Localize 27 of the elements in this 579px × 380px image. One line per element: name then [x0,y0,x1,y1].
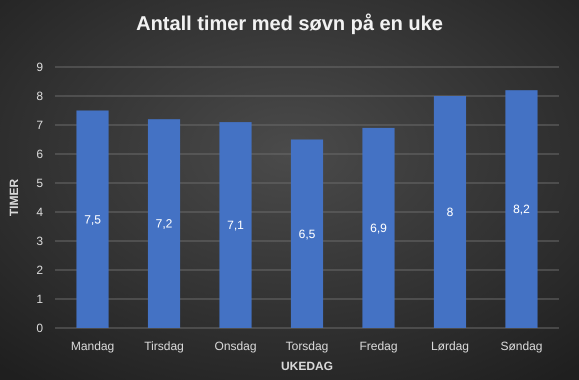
x-tick-label: Onsdag [214,339,257,353]
y-tick-label: 1 [36,292,44,306]
chart-title: Antall timer med søvn på en uke [136,13,443,35]
x-tick-label: Fredag [359,339,398,353]
data-label: 6,9 [370,220,388,235]
y-tick-label: 5 [36,176,44,190]
data-label: 7,5 [84,212,102,226]
x-axis-title: UKEDAG [280,359,334,373]
x-tick-label: Tirsdag [144,339,184,353]
data-label: 6,5 [298,226,316,241]
y-tick-label: 0 [36,321,44,335]
y-tick-label: 6 [36,147,44,161]
y-tick-label: 8 [36,89,44,103]
y-tick-label: 9 [36,60,44,74]
y-axis-title: TIMER [7,178,21,216]
y-tick-label: 4 [36,205,44,219]
y-tick-label: 2 [36,263,44,277]
data-label: 8,2 [513,202,530,216]
x-tick-label: Søndag [500,339,542,353]
data-label: 7,2 [156,216,173,231]
y-tick-label: 7 [36,118,44,132]
data-label: 8 [446,205,454,219]
y-tick-label: 3 [36,234,44,248]
x-tick-label: Mandag [70,339,114,353]
data-label: 7,1 [227,218,244,232]
x-tick-label: Lørdag [430,339,469,353]
x-tick-label: Torsdag [286,339,328,353]
